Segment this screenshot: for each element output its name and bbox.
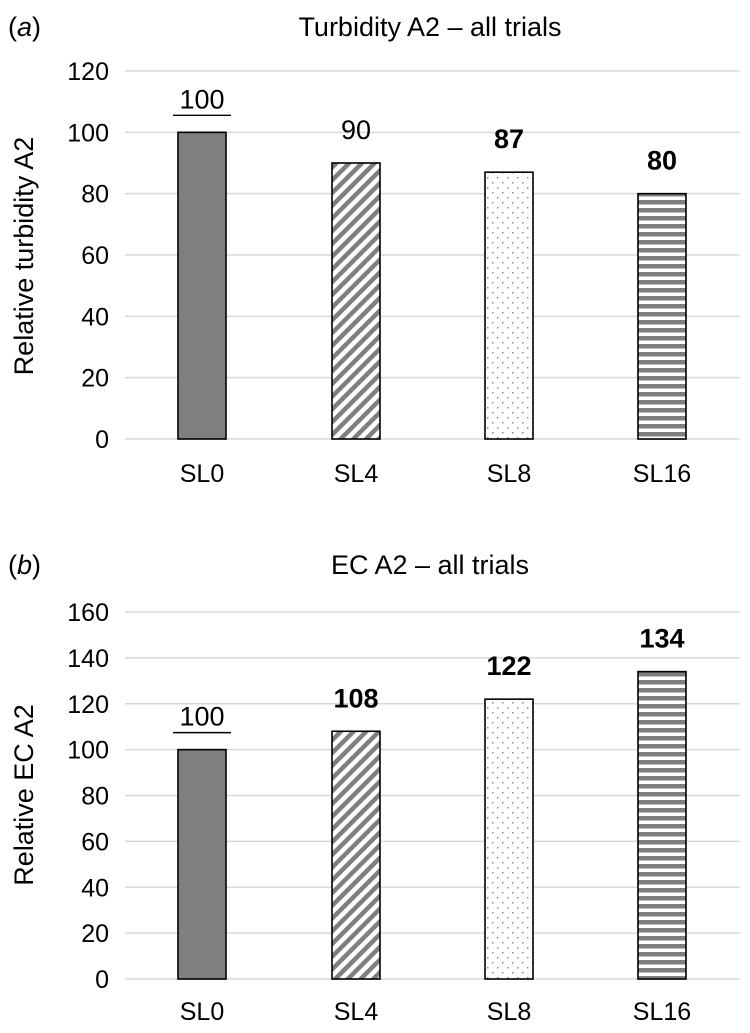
- x-tick-label: SL8: [487, 460, 531, 488]
- y-tick-label: 0: [95, 966, 109, 994]
- bars: [177, 131, 687, 440]
- bars: [177, 670, 687, 980]
- y-tick-label: 40: [81, 303, 109, 331]
- y-tick-label: 0: [95, 426, 109, 454]
- y-axis-label: Relative EC A2: [9, 704, 39, 886]
- data-labels: 100 90 87 80: [173, 84, 677, 176]
- y-tick-label: 100: [67, 737, 109, 765]
- bar-sl16: [637, 670, 687, 980]
- bar-sl4: [331, 162, 381, 440]
- y-tick-labels: 0 20 40 60 80 100 120: [67, 58, 109, 454]
- bar-sl8: [484, 698, 534, 980]
- x-tick-label: SL16: [633, 460, 691, 488]
- x-tick-label: SL16: [633, 998, 691, 1026]
- y-tick-label: 120: [67, 58, 109, 86]
- grid-lines: [125, 70, 740, 440]
- y-tick-label: 60: [81, 242, 109, 270]
- y-tick-label: 160: [67, 599, 109, 627]
- chart-title: Turbidity A2 – all trials: [298, 12, 561, 42]
- y-tick-label: 20: [81, 920, 109, 948]
- chart-title: EC A2 – all trials: [331, 550, 529, 580]
- data-label: 108: [333, 683, 378, 713]
- bar-sl16: [637, 192, 687, 440]
- data-label: 100: [179, 702, 224, 732]
- data-label: 87: [494, 124, 524, 154]
- data-labels: 100 108 122 134: [173, 624, 685, 734]
- x-tick-label: SL0: [180, 998, 224, 1026]
- x-tick-label: SL4: [334, 460, 379, 488]
- y-tick-label: 140: [67, 645, 109, 673]
- data-label: 80: [647, 146, 677, 176]
- x-tick-label: SL4: [334, 998, 379, 1026]
- bar-sl4: [331, 730, 381, 980]
- panel-b: (b) EC A2 – all trials Relative EC A2 0 2…: [8, 550, 740, 1026]
- x-tick-label: SL8: [487, 998, 531, 1026]
- y-tick-label: 40: [81, 874, 109, 902]
- bar-sl8: [484, 171, 534, 440]
- data-label: 122: [486, 651, 531, 681]
- y-tick-labels: 0 20 40 60 80 100 120 140 160: [67, 599, 109, 994]
- panel-a: (a) Turbidity A2 – all trials Relative t…: [8, 12, 740, 488]
- y-tick-label: 80: [81, 181, 109, 209]
- data-label: 90: [341, 115, 371, 145]
- panel-letter: (b): [8, 550, 41, 580]
- y-tick-label: 80: [81, 783, 109, 811]
- data-label: 100: [179, 84, 224, 114]
- x-tick-label: SL0: [180, 460, 224, 488]
- y-tick-label: 100: [67, 119, 109, 147]
- panel-letter-glyph: b: [17, 550, 32, 580]
- bar-sl0: [177, 131, 227, 440]
- y-tick-label: 60: [81, 828, 109, 856]
- panel-letter: (a): [8, 12, 41, 42]
- y-tick-label: 120: [67, 691, 109, 719]
- bar-sl0: [177, 748, 227, 980]
- x-tick-labels: SL0 SL4 SL8 SL16: [180, 998, 691, 1026]
- y-axis-label: Relative turbidity A2: [9, 137, 39, 376]
- panel-letter-glyph: a: [17, 12, 32, 42]
- y-tick-label: 20: [81, 365, 109, 393]
- data-label: 134: [639, 624, 684, 654]
- x-tick-labels: SL0 SL4 SL8 SL16: [180, 460, 691, 488]
